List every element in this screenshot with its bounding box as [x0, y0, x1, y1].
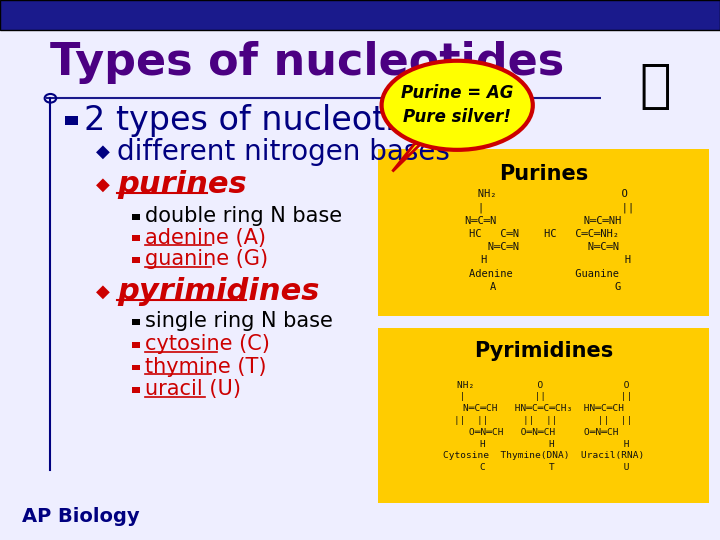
FancyBboxPatch shape [132, 257, 140, 263]
Text: NH₂                    O
    |                      ||
N═C═N              N═C═NH: NH₂ O | || N═C═N N═C═NH [453, 189, 634, 292]
FancyBboxPatch shape [132, 364, 140, 370]
Text: 🐧: 🐧 [639, 60, 671, 112]
FancyBboxPatch shape [378, 328, 709, 503]
FancyBboxPatch shape [601, 32, 709, 140]
FancyBboxPatch shape [378, 148, 709, 316]
Text: double ring N base: double ring N base [145, 206, 343, 226]
Text: Pure silver!: Pure silver! [403, 108, 511, 126]
Text: Pyrimidines: Pyrimidines [474, 341, 613, 361]
Text: ◆: ◆ [96, 143, 109, 161]
Text: thymine (T): thymine (T) [145, 356, 267, 377]
Text: AP Biology: AP Biology [22, 508, 139, 526]
FancyBboxPatch shape [132, 214, 140, 220]
Text: uracil (U): uracil (U) [145, 379, 241, 400]
Text: pyrimidines: pyrimidines [117, 277, 320, 306]
Text: Purines: Purines [499, 164, 588, 184]
FancyBboxPatch shape [132, 319, 140, 325]
FancyBboxPatch shape [132, 235, 140, 241]
FancyBboxPatch shape [132, 342, 140, 348]
Text: Purine = AG: Purine = AG [401, 84, 513, 103]
FancyBboxPatch shape [0, 0, 720, 30]
Polygon shape [392, 136, 428, 172]
Text: single ring N base: single ring N base [145, 311, 333, 332]
Text: ◆: ◆ [96, 282, 109, 301]
Text: ◆: ◆ [96, 176, 109, 194]
Text: Types of nucleotides: Types of nucleotides [50, 40, 564, 84]
Text: different nitrogen bases: different nitrogen bases [117, 138, 450, 166]
Text: cytosine (C): cytosine (C) [145, 334, 270, 354]
FancyBboxPatch shape [65, 116, 78, 125]
Text: purines: purines [117, 170, 247, 199]
FancyBboxPatch shape [132, 387, 140, 393]
Ellipse shape [382, 60, 533, 150]
Text: NH₂           O              O
 |            ||             ||
N═C═CH   HN═C═C═C: NH₂ O O | || || N═C═CH HN═C═C═C [443, 381, 644, 472]
Text: 2 types of nucleotides: 2 types of nucleotides [84, 104, 453, 137]
Text: adenine (A): adenine (A) [145, 227, 266, 248]
Text: guanine (G): guanine (G) [145, 249, 269, 269]
